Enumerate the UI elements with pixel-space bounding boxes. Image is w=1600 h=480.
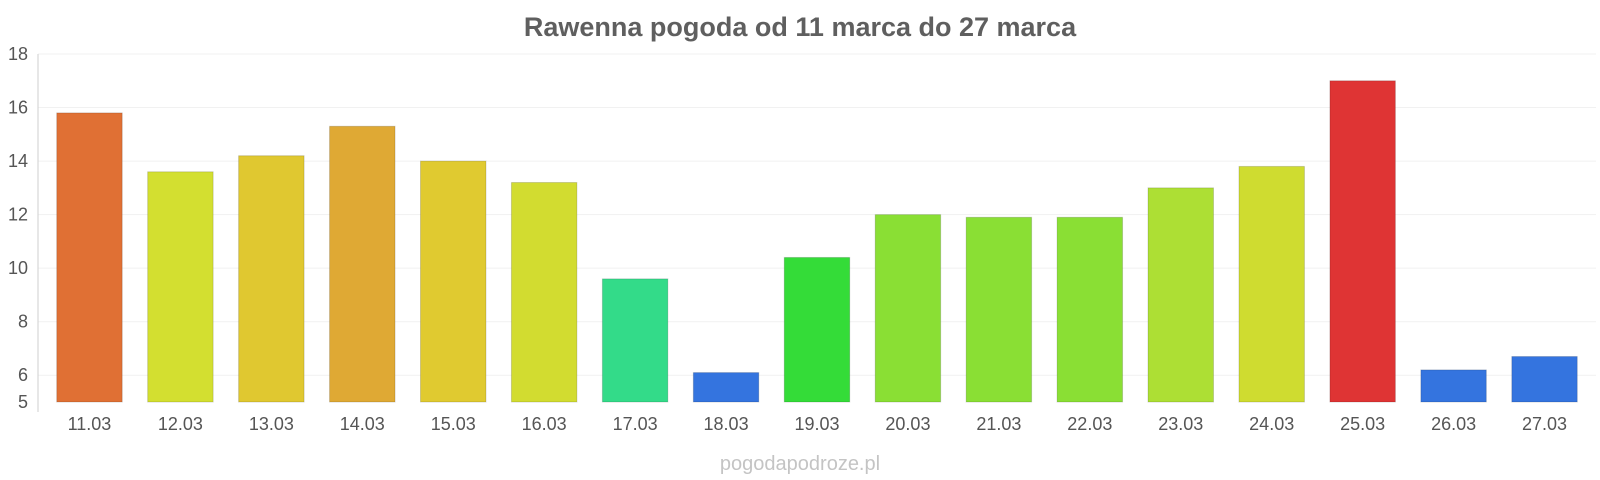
y-axis-ticks: 5 6 8 10 12 14 16 18 [8,44,28,412]
x-tick-label: 22.03 [1067,414,1112,434]
bar-17.03 [602,279,667,402]
y-tick-label: 10 [8,258,28,278]
bar-19.03 [784,257,849,402]
chart-title: Rawenna pogoda od 11 marca do 27 marca [524,12,1077,42]
watermark: pogodapodroze.pl [720,453,880,475]
bar-27.03 [1512,356,1577,402]
bar-24.03 [1239,166,1304,402]
x-axis-labels: 11.03 12.03 13.03 14.03 15.03 16.03 17.03 18.03… [68,414,1567,434]
x-tick-label: 15.03 [431,414,476,434]
x-tick-label: 24.03 [1249,414,1294,434]
y-tick-label: 16 [8,98,28,118]
x-tick-label: 14.03 [340,414,385,434]
bar-13.03 [239,156,304,402]
bar-15.03 [420,161,485,402]
x-tick-label: 26.03 [1431,414,1476,434]
y-tick-label: 14 [8,151,28,171]
bar-21.03 [966,217,1031,402]
x-tick-label: 27.03 [1522,414,1567,434]
bar-26.03 [1421,370,1486,402]
y-tick-label: 8 [18,312,28,332]
y-tick-label: 6 [18,365,28,385]
bar-20.03 [875,215,940,402]
x-tick-label: 17.03 [613,414,658,434]
bar-18.03 [693,373,758,402]
x-tick-label: 11.03 [68,414,112,434]
bar-14.03 [330,126,395,402]
bar-25.03 [1330,81,1395,402]
y-tick-label: 5 [18,392,28,412]
x-tick-label: 16.03 [522,414,567,434]
x-tick-label: 18.03 [704,414,749,434]
y-tick-label: 12 [8,205,28,225]
bar-12.03 [148,172,213,402]
x-tick-label: 12.03 [158,414,203,434]
y-tick-label: 18 [8,44,28,64]
x-tick-label: 21.03 [976,414,1021,434]
x-tick-label: 23.03 [1158,414,1203,434]
x-tick-label: 13.03 [249,414,294,434]
bar-23.03 [1148,188,1213,402]
x-tick-label: 25.03 [1340,414,1385,434]
bar-22.03 [1057,217,1122,402]
bars [57,81,1578,402]
x-tick-label: 20.03 [885,414,930,434]
x-tick-label: 19.03 [794,414,839,434]
bar-11.03 [57,113,122,402]
bar-16.03 [511,182,576,402]
